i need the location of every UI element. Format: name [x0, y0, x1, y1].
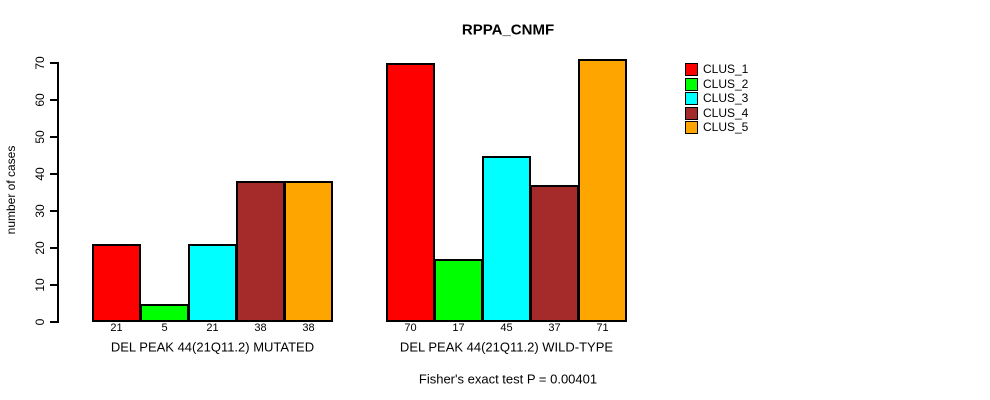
bar-clus_2-group1 — [140, 303, 189, 322]
y-tick-label: 10 — [33, 278, 47, 292]
fisher-test-annotation: Fisher's exact test P = 0.00401 — [418, 371, 598, 387]
legend-item-clus_4: CLUS_4 — [685, 105, 749, 120]
y-tick-label: 50 — [33, 130, 47, 144]
bar-value-label: 17 — [452, 322, 465, 334]
y-axis-line — [57, 62, 59, 323]
bar-value-label: 21 — [110, 322, 123, 334]
y-tick — [50, 247, 58, 249]
legend-label: CLUS_4 — [703, 105, 749, 120]
bar-clus_5-group1 — [284, 181, 333, 322]
bar-value-label: 71 — [596, 322, 609, 334]
y-tick — [50, 284, 58, 286]
legend-swatch-icon — [685, 106, 698, 120]
legend-item-clus_3: CLUS_3 — [685, 92, 748, 105]
y-tick — [50, 62, 58, 64]
y-tick-label: 60 — [33, 93, 47, 107]
y-tick-label: 70 — [33, 56, 47, 70]
legend-item-clus_2: CLUS_2 — [685, 76, 749, 91]
bar-clus_2-group2 — [434, 259, 483, 322]
bar-clus_1-group2 — [386, 63, 435, 322]
bar-clus_3-group1 — [188, 244, 237, 322]
legend-item-clus_5: CLUS_5 — [685, 121, 748, 134]
legend-swatch-icon — [685, 77, 698, 91]
chart-title: RPPA_CNMF — [461, 21, 555, 39]
bar-value-label: 37 — [548, 322, 561, 334]
y-tick — [50, 210, 58, 212]
y-tick-label: 40 — [33, 167, 47, 181]
y-tick-label: 20 — [33, 241, 47, 255]
y-tick — [50, 99, 58, 101]
bar-value-label: 5 — [161, 322, 168, 334]
bar-clus_3-group2 — [482, 155, 531, 322]
legend-item-clus_1: CLUS_1 — [685, 63, 748, 76]
legend-swatch-icon — [685, 121, 698, 134]
bar-value-label: 21 — [206, 322, 219, 334]
y-tick-label: 0 — [33, 318, 47, 326]
legend-label: CLUS_5 — [703, 120, 749, 134]
bar-clus_1-group1 — [92, 244, 141, 322]
group-label: DEL PEAK 44(21Q11.2) MUTATED — [110, 339, 315, 355]
bar-clus_4-group1 — [236, 181, 285, 322]
bar-value-label: 38 — [302, 322, 315, 334]
legend-label: CLUS_2 — [703, 76, 749, 91]
bar-value-label: 45 — [500, 322, 513, 334]
legend-label: CLUS_1 — [703, 62, 749, 76]
bar-value-label: 38 — [254, 322, 267, 334]
legend-label: CLUS_3 — [703, 91, 749, 105]
y-tick — [50, 136, 58, 138]
y-axis-title: number of cases — [4, 145, 18, 235]
legend: CLUS_1 CLUS_2 CLUS_3 CLUS_4 CLUS_5 — [685, 63, 748, 136]
legend-swatch-icon — [685, 63, 698, 76]
legend-swatch-icon — [685, 92, 698, 105]
bar-clus_4-group2 — [530, 185, 579, 322]
bar-clus_5-group2 — [578, 59, 627, 322]
y-tick — [50, 173, 58, 175]
y-tick — [50, 321, 58, 323]
y-tick-label: 30 — [33, 204, 47, 218]
group-label: DEL PEAK 44(21Q11.2) WILD-TYPE — [399, 339, 614, 355]
bar-value-label: 70 — [404, 322, 417, 334]
